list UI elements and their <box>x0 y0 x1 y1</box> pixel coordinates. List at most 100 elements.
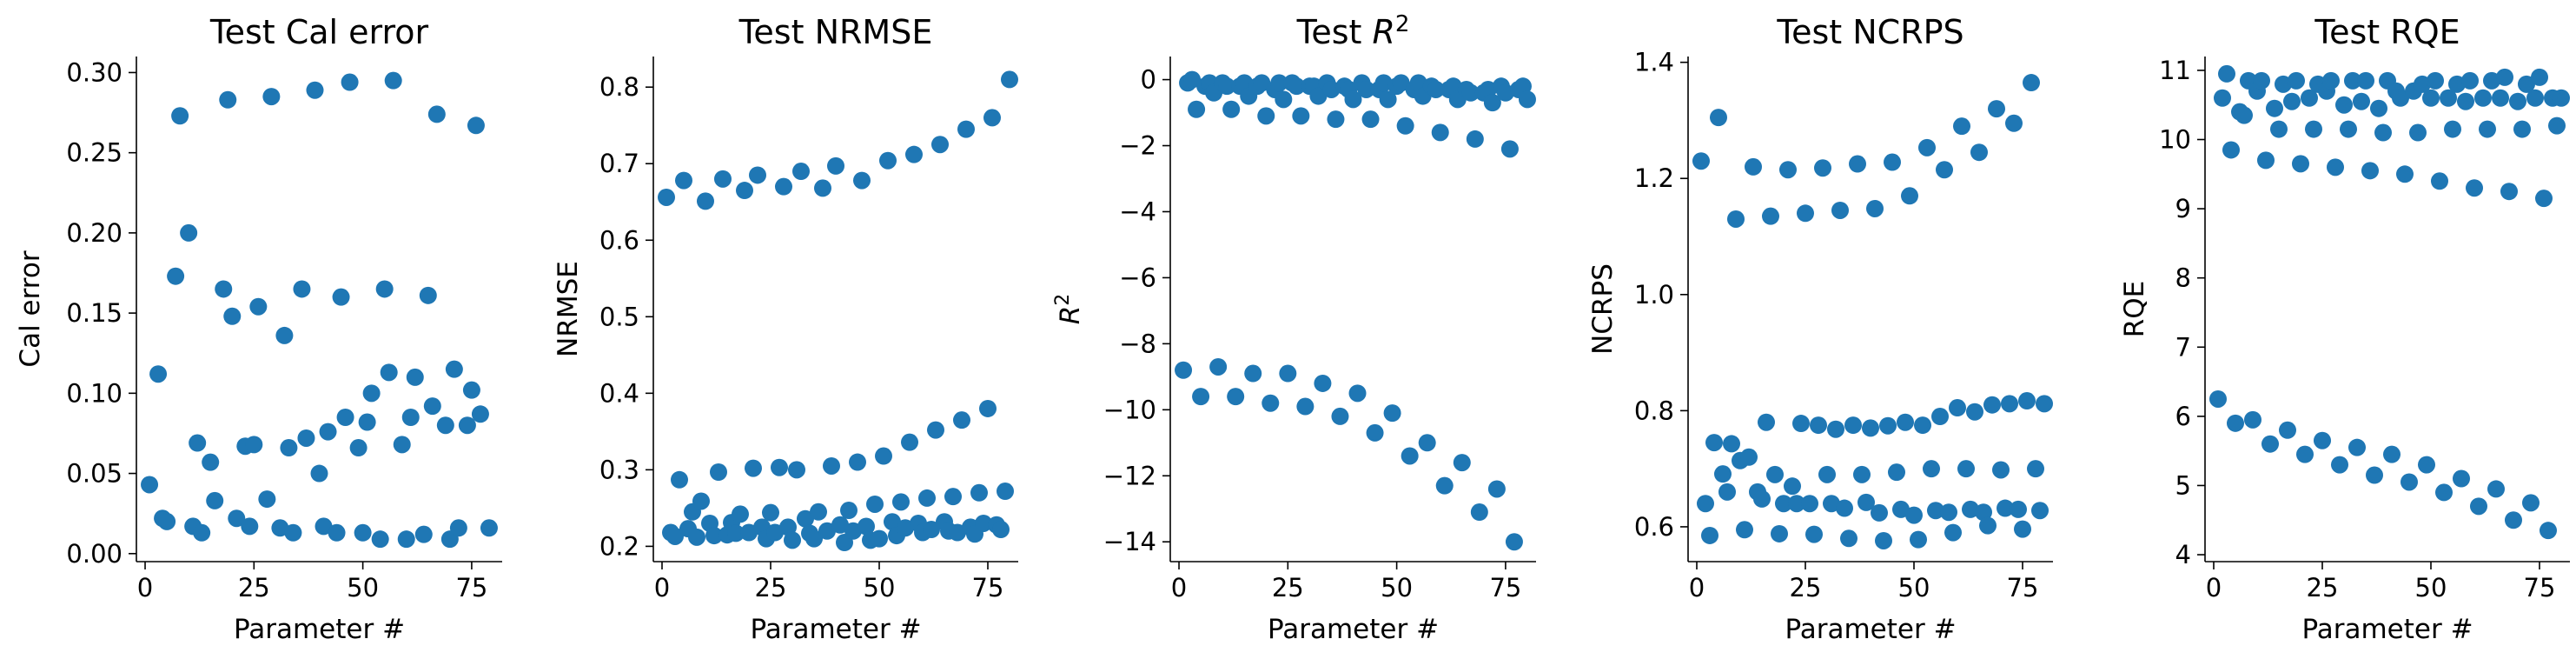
data-point <box>180 223 198 242</box>
data-point <box>1483 94 1501 112</box>
data-point <box>1988 100 2005 118</box>
data-point <box>406 368 424 386</box>
data-point <box>1348 384 1367 403</box>
y-axis-label: RQE <box>2119 281 2150 338</box>
data-point <box>727 524 745 543</box>
data-point <box>2483 71 2500 90</box>
data-point <box>714 170 732 188</box>
data-point <box>1262 394 1280 412</box>
data-point <box>766 523 784 542</box>
x-axis-label: Parameter # <box>1268 614 1439 645</box>
data-point <box>2266 99 2283 117</box>
data-point <box>1875 531 1892 549</box>
data-point <box>1801 495 1818 513</box>
data-point <box>223 307 242 325</box>
panel-4: Test NCRPS 0 25 50 75 0.6 0.8 1.0 1.2 1.4 Paramete… <box>1587 13 2053 645</box>
data-point <box>2431 172 2448 190</box>
data-point <box>818 522 836 540</box>
data-point <box>1936 161 1953 179</box>
data-point <box>1418 434 1436 452</box>
data-point <box>2457 92 2474 110</box>
data-point <box>1392 74 1410 92</box>
data-point <box>275 326 294 344</box>
y-tick-label: 0.4 <box>599 378 639 408</box>
data-point <box>2427 71 2444 90</box>
y-tick-label: 0.6 <box>599 225 639 255</box>
y-axis-label: NCRPS <box>1587 263 1619 355</box>
y-tick-label: −10 <box>1103 395 1156 424</box>
data-point <box>2014 520 2031 538</box>
data-point <box>879 151 897 170</box>
data-point <box>1953 117 1970 136</box>
x-tick-label: 50 <box>864 573 896 602</box>
data-point <box>666 527 684 545</box>
data-point <box>2535 190 2553 208</box>
y-tick-label: 0.8 <box>1634 396 1674 425</box>
x-tick-label: 75 <box>972 573 1004 602</box>
panel-title: Test Cal error <box>209 13 429 51</box>
data-point <box>705 527 723 545</box>
data-point <box>2340 120 2357 138</box>
y-tick-label: 1.0 <box>1634 280 1674 310</box>
data-point <box>1892 500 1910 518</box>
data-point <box>1914 416 1931 435</box>
data-point <box>997 483 1014 501</box>
data-point <box>336 409 354 426</box>
data-point <box>1188 100 1206 118</box>
data-point <box>1227 388 1245 406</box>
data-point <box>1257 107 1275 125</box>
data-point <box>975 514 992 532</box>
data-point <box>792 163 810 181</box>
data-point <box>2401 473 2418 491</box>
data-point <box>1718 483 1736 501</box>
data-point <box>2548 116 2566 135</box>
data-point <box>923 521 940 539</box>
data-point <box>771 458 788 476</box>
data-point <box>219 90 237 109</box>
data-point <box>827 156 844 175</box>
data-point <box>745 459 762 477</box>
data-point <box>241 517 259 536</box>
x-tick-label: 25 <box>1272 573 1304 602</box>
data-point <box>1331 407 1349 425</box>
data-point <box>810 503 827 521</box>
data-point <box>2361 162 2379 180</box>
data-point <box>1858 493 1875 511</box>
data-point <box>2214 89 2231 107</box>
data-point <box>2005 114 2023 132</box>
data-point <box>2418 456 2435 474</box>
data-point <box>2296 445 2314 463</box>
data-point <box>805 529 823 548</box>
data-point <box>1701 526 1718 544</box>
data-point <box>362 384 381 403</box>
y-tick-label: −14 <box>1103 527 1156 556</box>
data-point <box>1905 506 1923 524</box>
y-tick-label: −6 <box>1119 263 1156 292</box>
data-point <box>1361 110 1380 129</box>
data-point <box>1849 155 1866 173</box>
x-tick-label: 50 <box>347 573 379 602</box>
y-tick-label: 7 <box>2175 332 2191 362</box>
panel-title: Test NRMSE <box>738 13 933 51</box>
data-point <box>1840 529 1858 548</box>
data-point <box>414 525 433 543</box>
data-point <box>901 433 918 451</box>
data-point <box>1500 140 1519 158</box>
data-point <box>1401 447 1419 465</box>
data-point <box>853 171 871 190</box>
data-point <box>1740 448 1758 466</box>
data-point <box>1453 454 1471 472</box>
data-point <box>1697 495 1714 513</box>
y-tick-label: 0.10 <box>66 378 123 408</box>
data-point <box>979 399 997 417</box>
data-point <box>1383 404 1401 423</box>
data-point <box>2370 99 2387 117</box>
data-point <box>675 171 692 190</box>
data-point <box>1940 503 1957 522</box>
y-axis-label: NRMSE <box>553 261 584 357</box>
data-point <box>310 464 328 483</box>
data-point <box>840 502 858 520</box>
y-tick-label: 10 <box>2159 125 2191 155</box>
data-point <box>1758 413 1775 431</box>
x-tick-label: 0 <box>2206 573 2222 602</box>
